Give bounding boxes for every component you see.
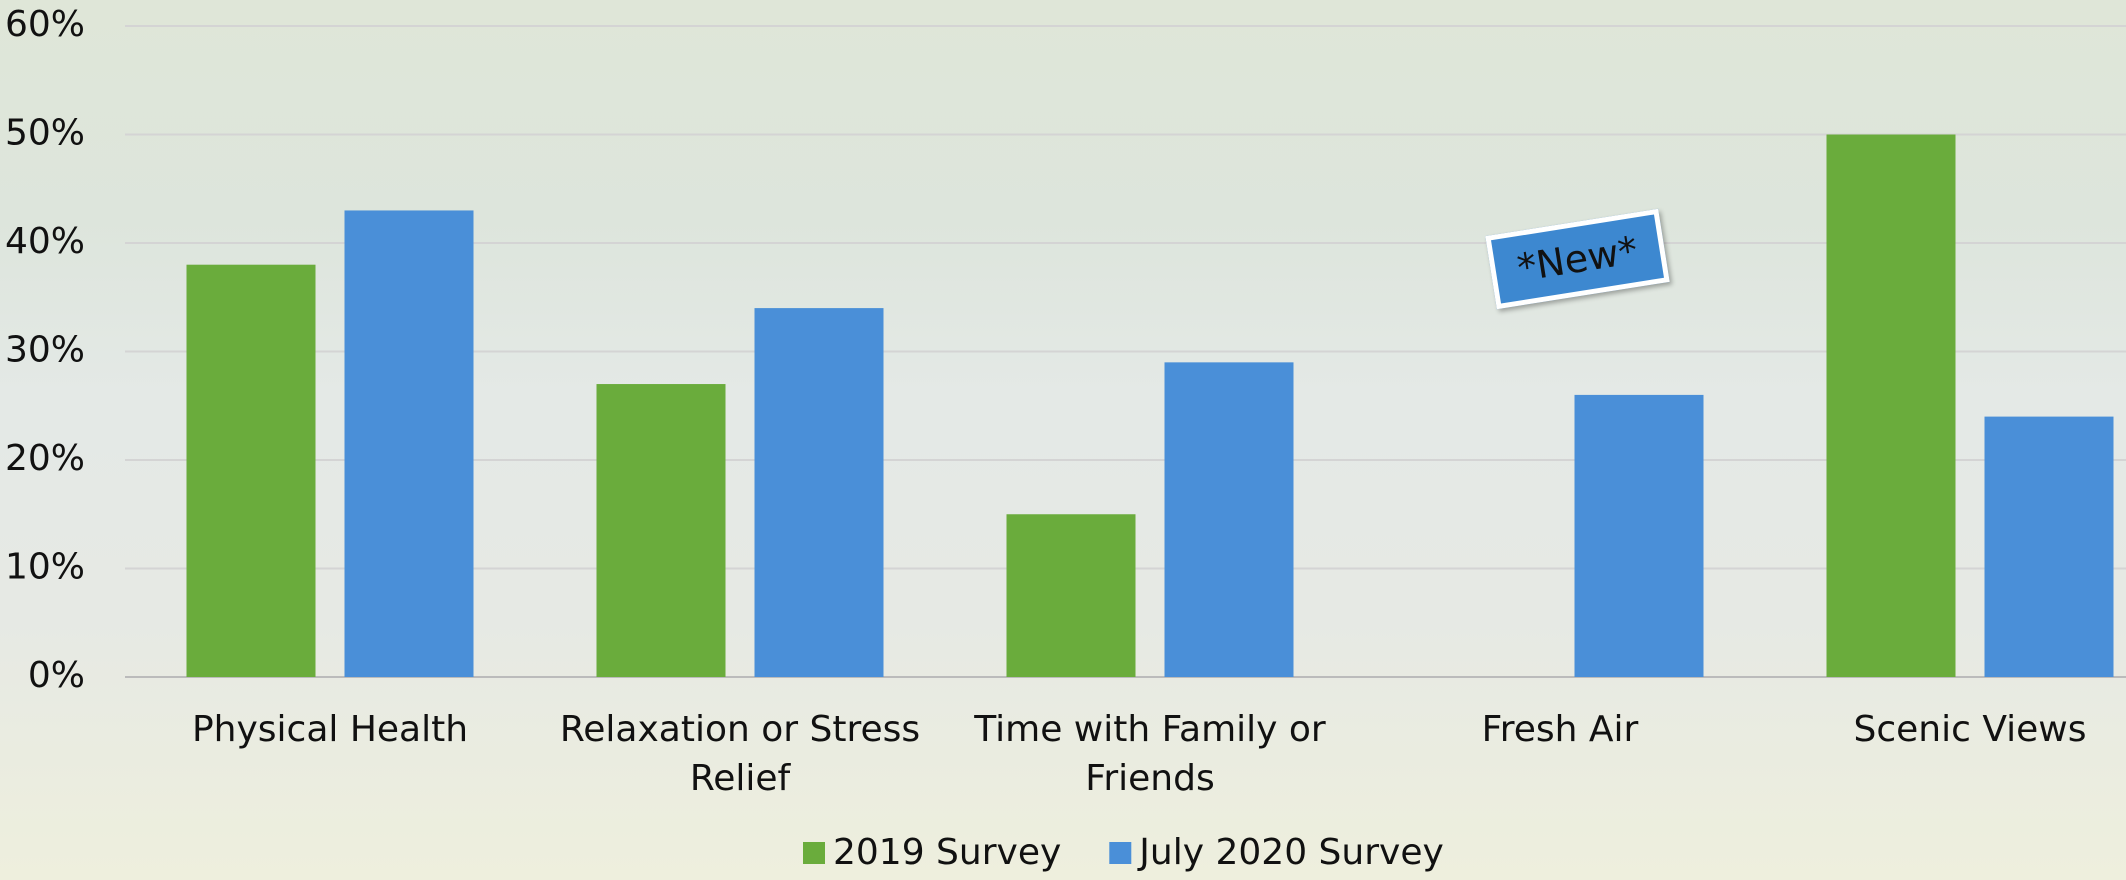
- bar: [1575, 395, 1704, 677]
- x-tick-label: Time with Family or Friends: [960, 705, 1340, 803]
- y-tick-label: 30%: [5, 330, 85, 371]
- bar: [1007, 514, 1136, 677]
- y-tick-label: 50%: [5, 113, 85, 154]
- bar: [345, 210, 474, 677]
- y-tick-label: 40%: [5, 221, 85, 262]
- legend-label: 2019 Survey: [833, 832, 1061, 873]
- bar: [597, 384, 726, 677]
- y-tick-label: 60%: [5, 4, 85, 45]
- bar: [187, 265, 316, 677]
- bar: [1165, 362, 1294, 677]
- y-tick-label: 20%: [5, 438, 85, 479]
- x-tick-label: Fresh Air: [1370, 705, 1750, 754]
- legend-swatch: [803, 842, 825, 864]
- y-tick-label: 10%: [5, 547, 85, 588]
- bar: [1985, 417, 2114, 677]
- x-tick-label: Relaxation or Stress Relief: [550, 705, 930, 803]
- x-tick-label: Physical Health: [140, 705, 520, 754]
- legend-swatch: [1109, 842, 1131, 864]
- bar: [755, 308, 884, 677]
- page: 0% 10% 20% 30% 40% 50% 60% 2019 Survey July 2020…: [0, 0, 2126, 880]
- y-tick-label: 0%: [28, 655, 85, 696]
- x-tick-label: Scenic Views: [1780, 705, 2126, 754]
- bar: [1827, 135, 1956, 678]
- legend-label: July 2020 Survey: [1137, 832, 1443, 873]
